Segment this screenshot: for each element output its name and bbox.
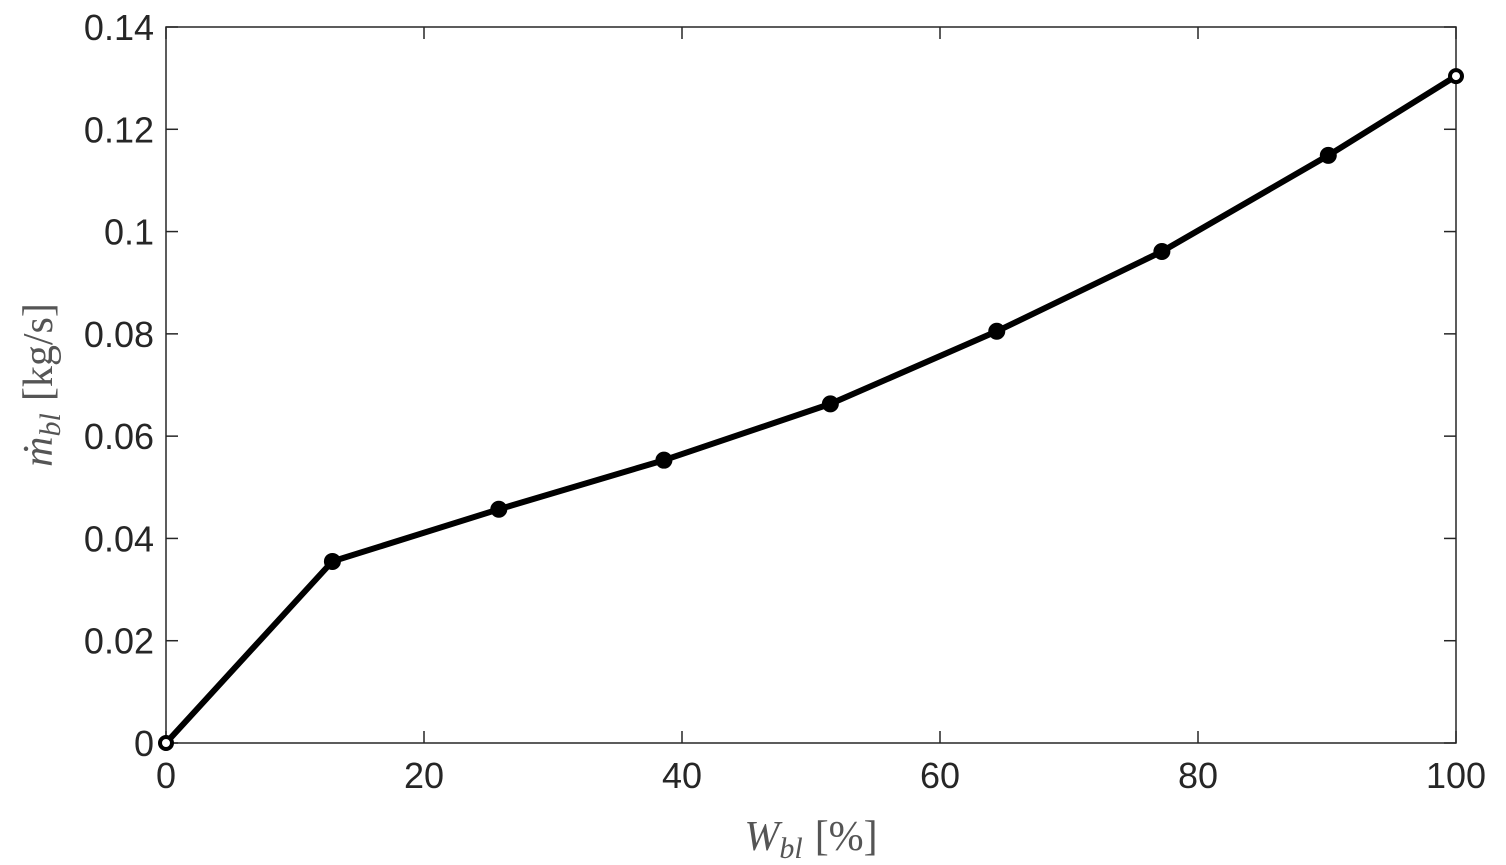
x-tick-label: 20 — [404, 755, 444, 796]
y-tick-label: 0.14 — [84, 7, 154, 48]
y-tick-label: 0 — [134, 723, 154, 764]
data-point — [1319, 146, 1337, 164]
x-tick-label: 60 — [920, 755, 960, 796]
data-point — [655, 451, 673, 469]
data-point — [821, 395, 839, 413]
y-axis-unit: [kg/s] — [16, 303, 62, 401]
y-tick-label: 0.08 — [84, 314, 154, 355]
y-tick-labels: 0 0.02 0.04 0.06 0.08 0.1 0.12 0.14 — [84, 7, 154, 764]
y-tick-label: 0.04 — [84, 518, 154, 559]
y-tick-label: 0.12 — [84, 109, 154, 150]
y-axis-symbol: ṁ — [16, 437, 62, 467]
x-tick-label: 100 — [1426, 755, 1486, 796]
data-point — [490, 500, 508, 518]
x-axis-symbol: W — [744, 814, 783, 860]
x-tick-label: 80 — [1178, 755, 1218, 796]
x-tick-label: 40 — [662, 755, 702, 796]
x-axis-subscript: bl — [779, 832, 802, 865]
y-axis-subscript: bl — [34, 413, 67, 436]
data-point — [1153, 243, 1171, 261]
x-axis-unit: [%] — [815, 814, 878, 860]
series-markers — [158, 68, 1464, 751]
y-tick-label: 0.02 — [84, 621, 154, 662]
x-axis-label: Wbl [%] — [744, 814, 877, 865]
x-tick-label: 0 — [156, 755, 176, 796]
data-point — [158, 735, 174, 751]
data-point — [323, 552, 341, 570]
plot-area — [165, 26, 1457, 744]
data-point — [988, 322, 1006, 340]
x-tick-labels: 0 20 40 60 80 100 — [156, 755, 1486, 796]
y-axis-label: ṁbl [kg/s] — [16, 303, 67, 467]
y-tick-label: 0.1 — [104, 212, 154, 253]
data-point — [1448, 68, 1464, 85]
y-tick-label: 0.06 — [84, 416, 154, 457]
